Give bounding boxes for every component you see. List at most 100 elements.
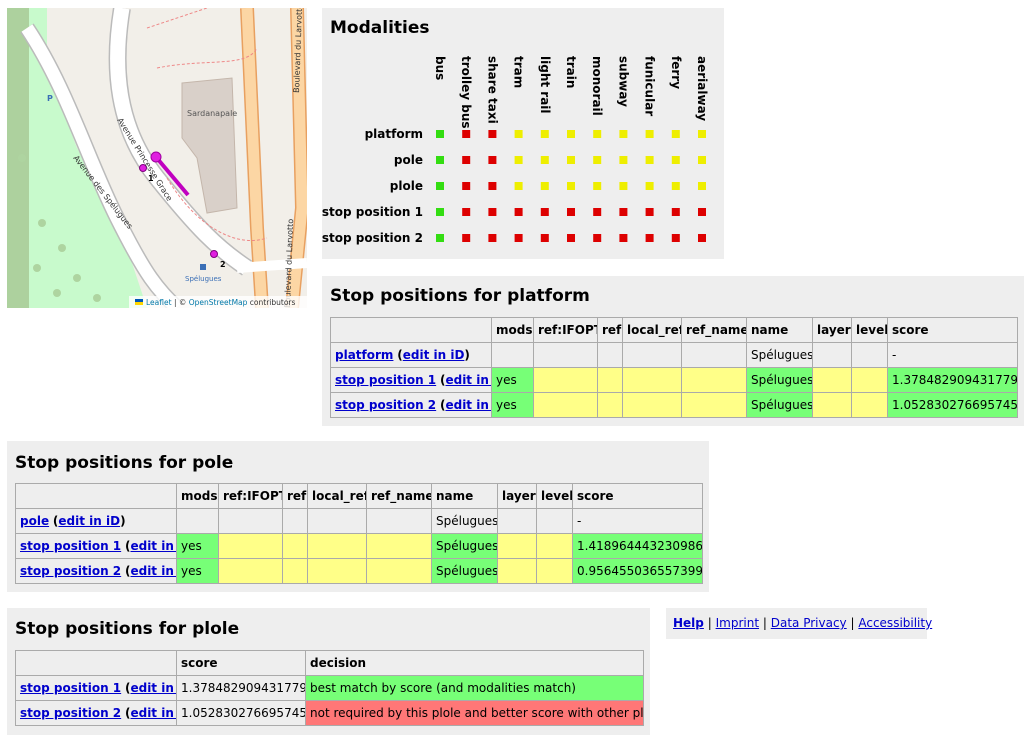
road bbox=[241, 8, 268, 308]
map[interactable]: Sardanapale Avenue Princesse Grace Avenu… bbox=[7, 8, 307, 308]
cell bbox=[497, 508, 537, 534]
modality-cell bbox=[462, 208, 471, 216]
cell bbox=[497, 558, 537, 584]
header-cell bbox=[330, 317, 492, 343]
modality-cell bbox=[593, 130, 602, 138]
panel-title: Stop positions for plole bbox=[15, 619, 240, 639]
platform-line[interactable] bbox=[154, 155, 190, 197]
modality-cell bbox=[567, 208, 575, 216]
cell bbox=[307, 558, 367, 584]
header-cell: mods bbox=[176, 483, 219, 509]
osm-link[interactable]: OpenStreetMap bbox=[189, 298, 248, 307]
edit-link[interactable]: edit in iD bbox=[130, 564, 175, 578]
cell: - bbox=[572, 508, 703, 534]
modality-cell bbox=[593, 208, 602, 216]
cell bbox=[282, 558, 308, 584]
cell: Spélugues bbox=[431, 508, 498, 534]
modality-cell bbox=[436, 234, 444, 242]
modality-cell bbox=[619, 182, 628, 190]
cell bbox=[536, 558, 573, 584]
header-cell: ref_name bbox=[681, 317, 747, 343]
trees bbox=[18, 154, 101, 302]
cell: stop position 1 (edit in iD) bbox=[15, 533, 177, 559]
object-link[interactable]: stop position 1 bbox=[335, 373, 437, 387]
edit-link[interactable]: edit in iD bbox=[402, 348, 465, 362]
modality-cell bbox=[514, 156, 523, 164]
row-header: platform bbox=[365, 127, 423, 141]
edit-link[interactable]: edit in iD bbox=[58, 514, 121, 528]
modality-cell bbox=[514, 234, 523, 242]
header-cell: layer bbox=[812, 317, 852, 343]
footer-link[interactable]: Accessibility bbox=[858, 616, 933, 630]
modality-cell bbox=[671, 208, 680, 216]
modality-cell bbox=[645, 234, 654, 242]
road bbox=[236, 258, 307, 273]
column-header: monorail bbox=[590, 56, 604, 116]
column-header: light rail bbox=[538, 56, 552, 114]
edit-link[interactable]: edit in iD bbox=[130, 539, 175, 553]
modality-cell bbox=[567, 156, 575, 164]
cell: - bbox=[887, 342, 1018, 368]
footer-link[interactable]: Data Privacy bbox=[770, 616, 847, 630]
map-label: Sardanapale bbox=[187, 109, 237, 118]
cell: Spélugues bbox=[746, 392, 813, 418]
row: stop position 2 (edit in iD)yes Spélugues… bbox=[15, 558, 703, 584]
separator: | bbox=[707, 616, 712, 630]
row-header: stop position 1 bbox=[322, 205, 423, 219]
footer-link[interactable]: Imprint bbox=[715, 616, 760, 630]
header-row: mods ref:IFOPT ref local_ref ref_name name lay… bbox=[330, 317, 1018, 343]
cell bbox=[851, 342, 888, 368]
modality-cell bbox=[462, 182, 471, 190]
object-link[interactable]: pole bbox=[20, 514, 50, 528]
cell bbox=[622, 367, 682, 393]
cell bbox=[366, 558, 432, 584]
object-link[interactable]: stop position 1 bbox=[20, 539, 122, 553]
modality-cell bbox=[671, 234, 680, 242]
edit-link[interactable]: edit in iD bbox=[445, 398, 490, 412]
object-link[interactable]: stop position 2 bbox=[20, 564, 122, 578]
modalities-panel: Modalities bus trolley bus share taxi tram l… bbox=[322, 8, 724, 259]
leaflet-link[interactable]: Leaflet bbox=[146, 298, 172, 307]
cell: yes bbox=[491, 367, 534, 393]
modality-cell bbox=[671, 156, 680, 164]
cell: pole (edit in iD) bbox=[15, 508, 177, 534]
column-header: subway bbox=[616, 56, 630, 107]
edit-link[interactable]: edit in iD bbox=[130, 681, 175, 695]
paren: ( bbox=[439, 398, 446, 412]
map-label: Boulevard du Larvotto bbox=[292, 8, 304, 93]
edit-link[interactable]: edit in iD bbox=[130, 706, 175, 720]
cell: stop position 1 (edit in iD) bbox=[330, 367, 492, 393]
header-cell: ref:IFOPT bbox=[218, 483, 283, 509]
cell bbox=[533, 342, 598, 368]
map-label: Spélugues bbox=[185, 275, 222, 283]
stop-marker[interactable] bbox=[139, 164, 147, 172]
cell: 1.4189644432309865 bbox=[572, 533, 703, 559]
edit-link[interactable]: edit in iD bbox=[445, 373, 490, 387]
object-link[interactable]: platform bbox=[335, 348, 394, 362]
panel-title: Modalities bbox=[330, 18, 430, 38]
stop-marker[interactable] bbox=[210, 250, 218, 258]
modality-cell bbox=[645, 156, 654, 164]
modality-cell bbox=[645, 130, 654, 138]
cell: stop position 2 (edit in iD) bbox=[330, 392, 492, 418]
cell bbox=[622, 392, 682, 418]
footer-link[interactable]: Help bbox=[673, 616, 704, 630]
modalities-matrix: bus trolley bus share taxi tram light rail tr… bbox=[322, 56, 709, 245]
flag bbox=[135, 299, 143, 302]
paren: ( bbox=[124, 706, 131, 720]
object-link[interactable]: stop position 2 bbox=[20, 706, 122, 720]
cell: Spélugues bbox=[746, 367, 813, 393]
modality-cell bbox=[488, 182, 497, 190]
object-link[interactable]: stop position 2 bbox=[335, 398, 437, 412]
object-link[interactable]: stop position 1 bbox=[20, 681, 122, 695]
cell bbox=[681, 342, 747, 368]
paren: ) bbox=[120, 514, 126, 528]
row: pole (edit in iD) Spélugues - bbox=[15, 508, 703, 534]
cell: Spélugues bbox=[431, 558, 498, 584]
cell bbox=[218, 558, 283, 584]
panel-title: Stop positions for platform bbox=[330, 286, 590, 306]
header-cell: name bbox=[746, 317, 813, 343]
cell bbox=[812, 392, 852, 418]
column-header: aerialway bbox=[695, 56, 709, 121]
platform-node[interactable] bbox=[150, 151, 162, 163]
